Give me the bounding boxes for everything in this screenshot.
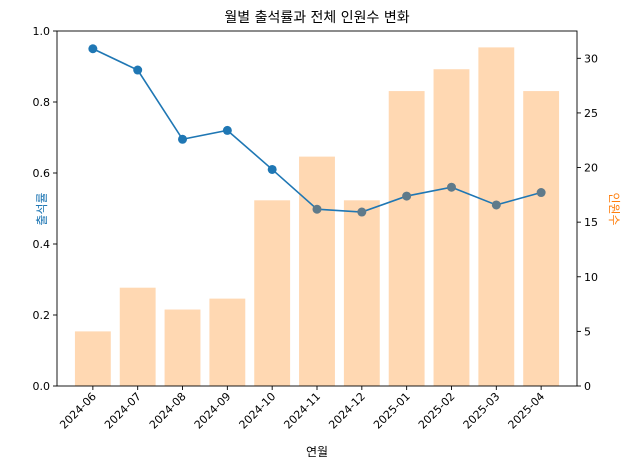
line-point-2025-02 <box>446 182 456 192</box>
chart-title: 월별 출석률과 전체 인원수 변화 <box>224 10 409 26</box>
x-tick-label: 2025-02 <box>416 390 458 432</box>
y-right-tick-label: 30 <box>584 52 598 65</box>
y-axis-left-label: 출석률 <box>35 192 49 225</box>
line-point-2024-11 <box>312 204 322 214</box>
y-axis-left: 0.0 0.2 0.4 0.6 0.8 1.0 <box>33 25 57 393</box>
x-tick-label: 2025-03 <box>461 390 503 432</box>
y-right-tick-label: 15 <box>584 216 598 229</box>
line-point-2025-03 <box>491 200 501 210</box>
line-point-2024-09 <box>222 125 232 135</box>
x-axis: 2024-06 2024-07 2024-08 2024-09 2024-10 2024-… <box>57 386 547 432</box>
x-tick-label: 2024-06 <box>57 390 99 432</box>
y-left-tick-label: 0.6 <box>33 167 51 180</box>
y-right-tick-label: 10 <box>584 271 598 284</box>
bar-2024-09 <box>209 298 246 386</box>
y-left-tick-label: 0.0 <box>33 380 51 393</box>
x-tick-label: 2024-11 <box>281 390 323 432</box>
bar-2024-11 <box>299 156 335 386</box>
x-tick-label: 2025-04 <box>506 390 548 432</box>
y-left-tick-label: 0.8 <box>33 96 51 109</box>
bar-2025-02 <box>433 69 470 386</box>
line-point-2024-08 <box>178 134 188 144</box>
x-tick-label: 2024-08 <box>147 390 189 432</box>
x-tick-label: 2024-10 <box>237 390 279 432</box>
x-tick-label: 2025-01 <box>371 390 413 432</box>
bar-2024-06 <box>74 331 111 386</box>
y-axis-right-label: 인원수 <box>607 192 621 225</box>
line-point-2024-07 <box>133 65 143 75</box>
y-left-tick-label: 0.2 <box>33 309 51 322</box>
bar-2025-01 <box>388 91 425 387</box>
line-series <box>88 44 546 217</box>
y-left-tick-label: 0.4 <box>33 238 51 251</box>
y-axis-right: 0 5 10 15 20 25 30 <box>577 52 598 393</box>
bar-2024-07 <box>119 287 156 386</box>
y-left-tick-label: 1.0 <box>33 25 51 38</box>
line-point-2025-01 <box>402 191 412 201</box>
bar-2024-08 <box>164 309 201 386</box>
y-right-tick-label: 20 <box>584 162 598 175</box>
line-point-2025-04 <box>536 188 546 198</box>
bar-2024-10 <box>254 200 291 386</box>
bar-2025-04 <box>523 91 560 387</box>
bar-series <box>74 47 560 387</box>
line-point-2024-10 <box>267 164 277 174</box>
line-point-2024-06 <box>88 44 98 54</box>
line-point-2024-12 <box>357 207 367 217</box>
bar-2024-12 <box>343 200 380 386</box>
y-right-tick-label: 25 <box>584 107 598 120</box>
x-tick-label: 2024-09 <box>192 390 234 432</box>
y-right-tick-label: 0 <box>584 380 591 393</box>
x-tick-label: 2024-07 <box>102 390 144 432</box>
x-axis-label: 연월 <box>306 445 328 459</box>
x-tick-label: 2024-12 <box>326 390 368 432</box>
y-right-tick-label: 5 <box>584 325 591 338</box>
bar-2025-03 <box>478 47 515 387</box>
